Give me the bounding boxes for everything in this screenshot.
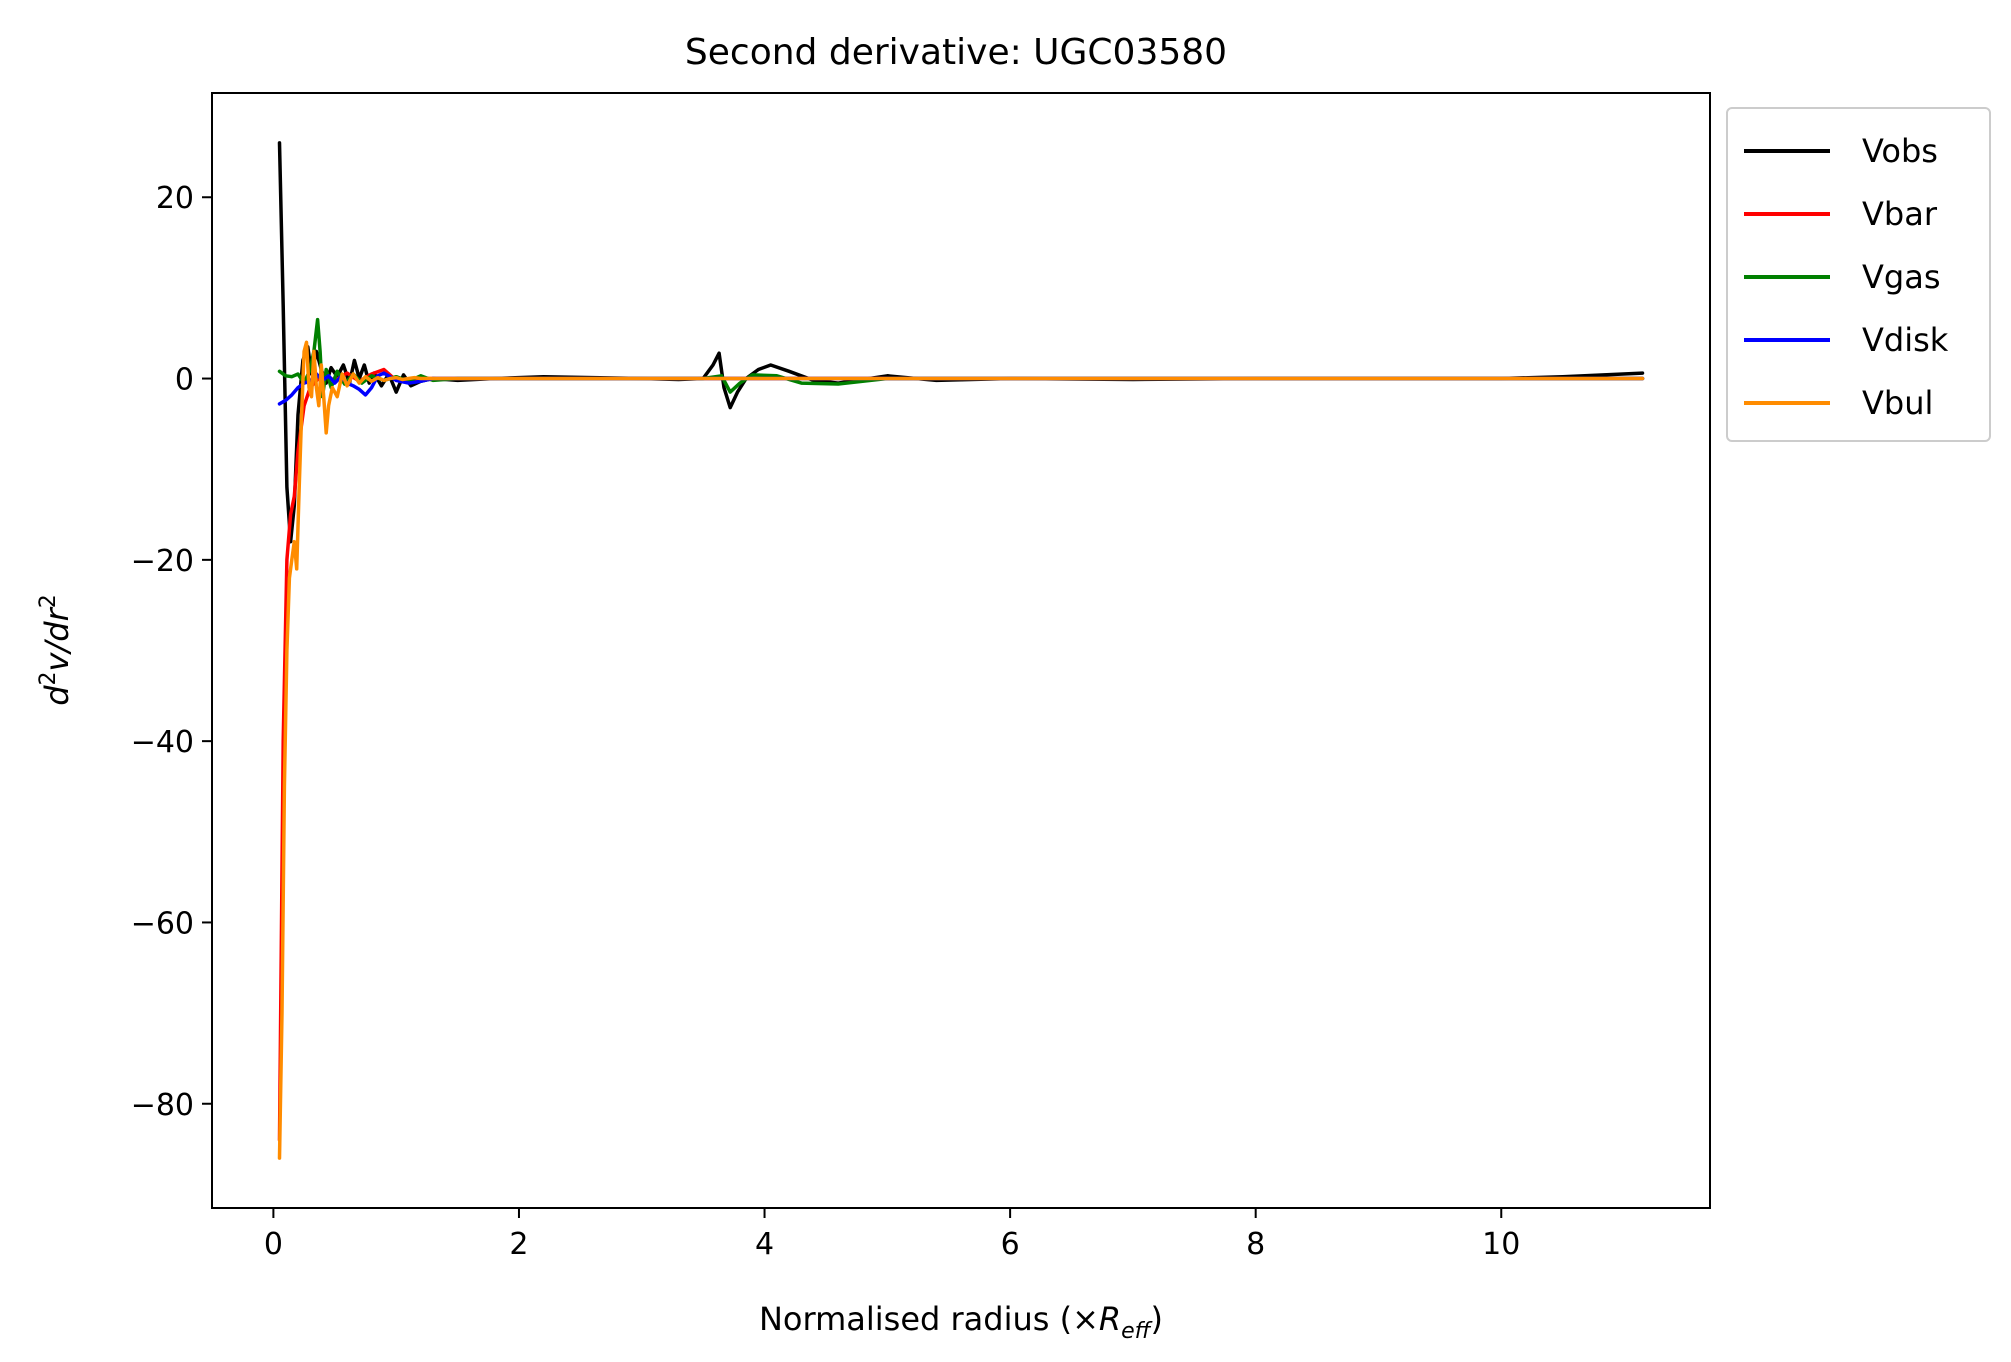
legend-box <box>1726 107 1991 442</box>
chart-title: Second derivative: UGC03580 <box>685 32 1227 73</box>
series-line-vbul <box>277 340 1645 1160</box>
y-axis-label-mid: v/dr <box>38 606 76 671</box>
y-tick-label: −40 <box>131 725 194 760</box>
x-tick-label: 6 <box>1001 1227 1020 1262</box>
y-axis-label-exp2: 2 <box>36 594 61 608</box>
x-axis-label: Normalised radius (×Reff) <box>759 1300 1163 1344</box>
x-axis-label-main: Normalised radius (× <box>759 1300 1099 1338</box>
y-tick-label: −80 <box>131 1088 194 1123</box>
x-tick-label: 4 <box>755 1227 774 1262</box>
x-tick-label: 8 <box>1246 1227 1265 1262</box>
x-axis-label-close: ) <box>1151 1300 1163 1338</box>
x-axis-label-symbol: R <box>1099 1300 1121 1338</box>
y-tick-label: 20 <box>156 181 194 216</box>
legend-label-vbar: Vbar <box>1862 195 1938 233</box>
legend-label-vobs: Vobs <box>1862 132 1938 170</box>
y-tick-label: −20 <box>131 544 194 579</box>
y-axis-label: d2v/dr2 <box>36 594 76 706</box>
x-tick-label: 0 <box>264 1227 283 1262</box>
x-axis-label-subscript: eff <box>1121 1319 1153 1344</box>
y-axis-label-exp1: 2 <box>36 671 61 685</box>
y-axis: 20 0 −20 −40 −60 −80 <box>131 181 212 1123</box>
legend-label-vdisk: Vdisk <box>1862 321 1949 359</box>
legend: Vobs Vbar Vgas Vdisk Vbul <box>1726 107 1991 442</box>
legend-label-vgas: Vgas <box>1862 258 1940 296</box>
y-tick-label: −60 <box>131 906 194 941</box>
series-layer <box>277 141 1645 1160</box>
x-axis: 0 2 4 6 8 10 <box>264 1208 1520 1262</box>
y-axis-label-d: d <box>38 685 76 706</box>
legend-label-vbul: Vbul <box>1862 384 1933 422</box>
x-tick-label: 10 <box>1482 1227 1520 1262</box>
plot-frame <box>211 92 1711 1209</box>
x-tick-label: 2 <box>509 1227 528 1262</box>
y-tick-label: 0 <box>175 363 194 398</box>
